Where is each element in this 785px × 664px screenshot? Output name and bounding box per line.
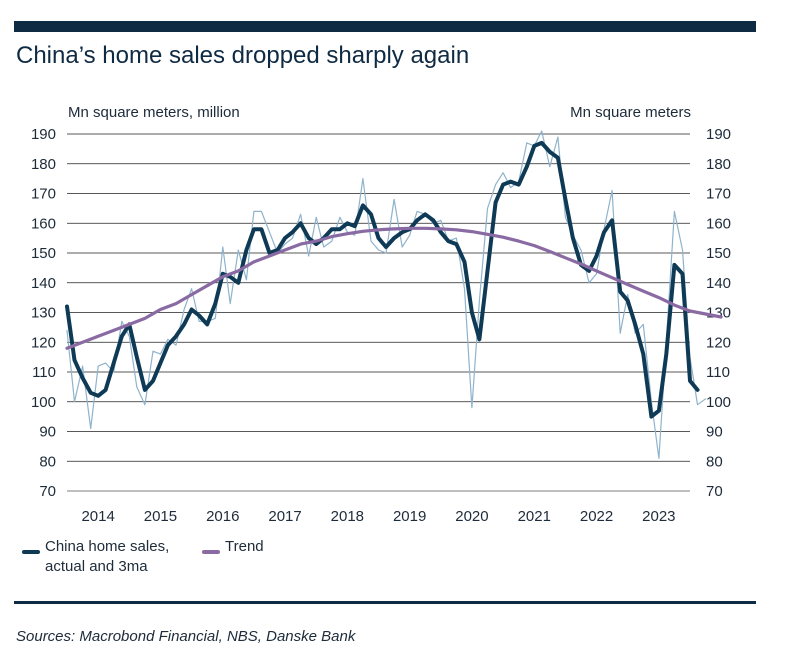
x-tick-label: 2014 [81,508,114,525]
left-tick-label: 130 [31,305,56,322]
right-tick-label: 160 [706,215,731,232]
left-tick-label: 120 [31,334,56,351]
left-tick-label: 150 [31,245,56,262]
left-tick-label: 190 [31,126,56,143]
right-axis-ticks: 190 180 170 160 150 140 130 120 110 100 90 80 70 [706,126,731,500]
right-tick-label: 120 [706,334,731,351]
left-tick-label: 140 [31,275,56,292]
chart-title: China’s home sales dropped sharply again [16,42,470,69]
right-tick-label: 140 [706,275,731,292]
right-tick-label: 100 [706,394,731,411]
left-axis-ticks: 190 180 170 160 150 140 130 120 110 100 90 80 70 [31,126,56,500]
left-tick-label: 160 [31,215,56,232]
legend-label-home-sales-line2: actual and 3ma [45,558,148,575]
x-tick-label: 2017 [268,508,301,525]
footer-rule [14,601,756,604]
right-tick-label: 180 [706,156,731,173]
legend-label-home-sales-line1: China home sales, [45,538,170,555]
x-tick-label: 2018 [331,508,364,525]
series-3ma [65,140,700,419]
x-axis-ticks: 2014 2015 2016 2017 2018 2019 2020 2021 2022 2023 [81,508,675,525]
left-axis-unit-label: Mn square meters, million [68,104,240,121]
right-tick-label: 90 [706,424,723,441]
left-tick-label: 180 [31,156,56,173]
x-tick-label: 2015 [144,508,177,525]
gridlines [67,133,690,492]
source-note: Sources: Macrobond Financial, NBS, Dansk… [16,628,356,645]
left-tick-label: 110 [32,364,56,381]
right-tick-label: 190 [706,126,731,143]
right-tick-label: 130 [706,305,731,322]
x-tick-label: 2021 [518,508,551,525]
right-tick-label: 110 [706,364,730,381]
left-tick-label: 170 [31,186,56,203]
x-tick-label: 2016 [206,508,239,525]
legend-swatch-trend [202,550,220,554]
x-tick-label: 2019 [393,508,426,525]
x-tick-label: 2020 [455,508,488,525]
legend-swatch-home-sales [22,550,40,554]
left-tick-label: 90 [39,424,56,441]
series-actual [66,130,707,459]
x-tick-label: 2022 [580,508,613,525]
series-lines [65,130,723,459]
x-tick-label: 2023 [642,508,675,525]
series-trend [65,226,723,350]
left-tick-label: 80 [39,453,56,470]
right-tick-label: 80 [706,453,723,470]
right-axis-unit-label: Mn square meters [570,104,691,121]
right-tick-label: 150 [706,245,731,262]
header-rule [14,21,756,32]
right-tick-label: 170 [706,186,731,203]
right-tick-label: 70 [706,483,723,500]
left-tick-label: 70 [39,483,56,500]
legend-label-trend: Trend [225,538,264,555]
left-tick-label: 100 [31,394,56,411]
